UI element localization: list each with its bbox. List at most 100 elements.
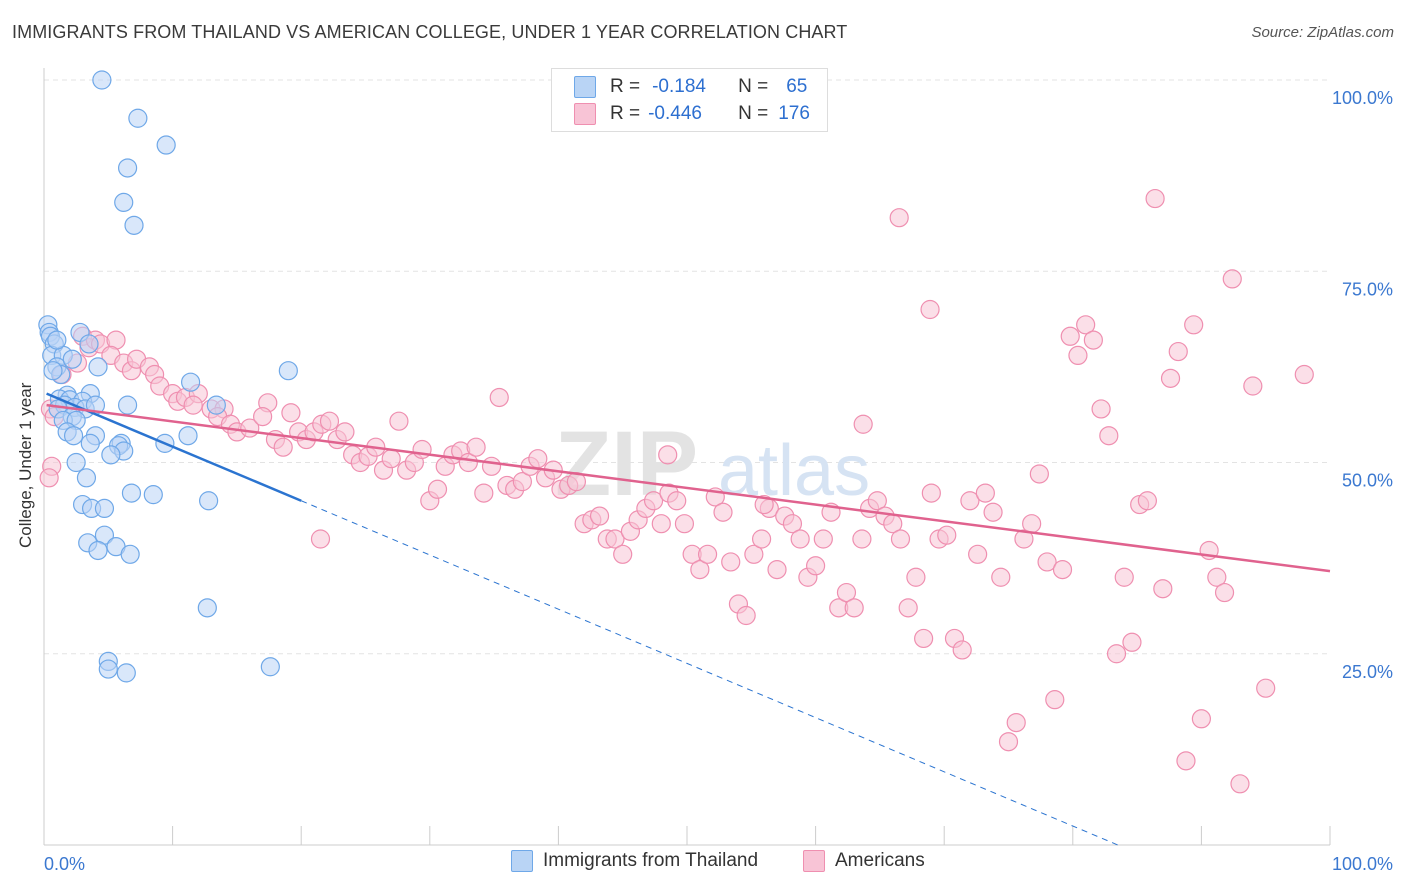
americans-point: [968, 544, 988, 564]
americans-point: [1006, 712, 1026, 733]
legend-n-value: 176: [778, 103, 810, 124]
legend-r-value: -0.446: [648, 103, 702, 124]
americans-point: [512, 472, 532, 492]
americans-point: [489, 387, 509, 408]
americans-point: [613, 544, 633, 564]
americans-point: [1052, 559, 1073, 580]
thailand-point: [79, 334, 99, 354]
americans-point: [983, 502, 1003, 522]
x-tick-label: 100.0%: [1332, 854, 1393, 874]
americans-point: [1022, 514, 1042, 534]
americans-point: [1184, 315, 1204, 335]
americans-point: [412, 439, 432, 460]
thailand-point: [121, 483, 142, 503]
americans-point: [813, 529, 833, 549]
americans-point: [975, 483, 995, 503]
thailand-point: [43, 361, 63, 381]
grid-lines: [44, 79, 1330, 655]
thailand-point: [181, 372, 201, 392]
americans-point: [890, 529, 911, 549]
thailand-point: [88, 357, 108, 377]
americans-point: [952, 640, 972, 660]
thailand-point: [278, 361, 298, 381]
legend-n-label: N =: [738, 76, 769, 97]
americans-point: [1168, 341, 1188, 362]
americans-point: [1191, 709, 1212, 729]
thailand-point: [62, 349, 82, 369]
americans-point: [253, 407, 273, 427]
thailand-point: [63, 426, 84, 446]
americans-point: [998, 732, 1019, 752]
americans-point: [1294, 364, 1314, 385]
americans-point: [658, 445, 678, 465]
americans-point: [920, 299, 940, 320]
americans-point: [319, 411, 340, 431]
thailand-point: [199, 491, 219, 511]
americans-point: [1243, 376, 1263, 396]
legend-n-value: 65: [786, 76, 808, 97]
americans-point: [836, 582, 857, 603]
americans-point: [1099, 426, 1119, 446]
americans-point: [281, 403, 301, 423]
americans-point: [1106, 644, 1127, 664]
americans-point: [474, 483, 494, 503]
thailand-point: [114, 192, 134, 212]
y-tick-label: 25.0%: [1342, 662, 1393, 682]
thailand-point: [124, 215, 144, 235]
americans-point: [1222, 269, 1242, 289]
americans-point: [1091, 399, 1111, 419]
americans-point: [736, 605, 756, 626]
thailand-point: [94, 498, 115, 518]
americans-point: [667, 491, 687, 511]
americans-point: [937, 525, 957, 545]
americans-point: [790, 529, 810, 549]
thailand-point: [117, 158, 138, 178]
americans-point: [1060, 326, 1080, 346]
y-axis-label: College, Under 1 year: [16, 382, 35, 548]
americans-point: [782, 514, 803, 534]
americans-point: [1207, 567, 1227, 587]
americans-point: [1014, 529, 1034, 549]
americans-point: [427, 479, 448, 499]
americans-point: [643, 491, 664, 511]
americans-point: [1122, 632, 1142, 652]
americans-trend-line: [46, 403, 1331, 573]
thailand-trend-extension: [301, 500, 1119, 846]
thailand-point: [120, 544, 140, 564]
americans-point: [389, 411, 409, 431]
americans-point: [528, 449, 548, 469]
y-tick-label: 50.0%: [1342, 471, 1393, 491]
chart-title: IMMIGRANTS FROM THAILAND VS AMERICAN COL…: [12, 22, 848, 42]
americans-point: [754, 494, 774, 515]
americans-point: [183, 395, 203, 415]
americans-point: [844, 598, 864, 618]
americans-point: [690, 559, 710, 580]
americans-point: [1137, 491, 1157, 511]
watermark-atlas: atlas: [718, 431, 870, 511]
legend-row-thailand: R = -0.184 N = 65: [574, 74, 807, 100]
legend-n-label: N =: [738, 103, 769, 124]
americans-point: [697, 544, 718, 564]
americans-point: [852, 529, 872, 549]
americans-point: [906, 567, 926, 587]
americans-point: [991, 567, 1011, 587]
americans-point: [310, 529, 331, 549]
bottom-legend-swatch-pink: [803, 850, 825, 872]
thailand-point: [128, 108, 148, 128]
legend-r-value: -0.184: [652, 76, 706, 97]
thailand-point: [76, 468, 97, 488]
americans-point: [853, 414, 873, 434]
thailand-point: [156, 135, 176, 155]
bottom-legend-americans: Americans: [803, 850, 925, 872]
americans-point: [805, 556, 826, 576]
x-tick-label: 0.0%: [44, 854, 85, 874]
bottom-legend-thailand: Immigrants from Thailand: [511, 850, 758, 872]
legend-row-americans: R = -0.446 N = 176: [574, 101, 810, 127]
y-tick-label: 75.0%: [1342, 279, 1393, 299]
americans-point: [1083, 330, 1103, 350]
americans-point: [1076, 315, 1096, 335]
bottom-legend-label: Immigrants from Thailand: [543, 850, 759, 871]
americans-point: [466, 437, 486, 457]
americans-point: [744, 544, 764, 564]
americans-point: [1256, 678, 1276, 698]
